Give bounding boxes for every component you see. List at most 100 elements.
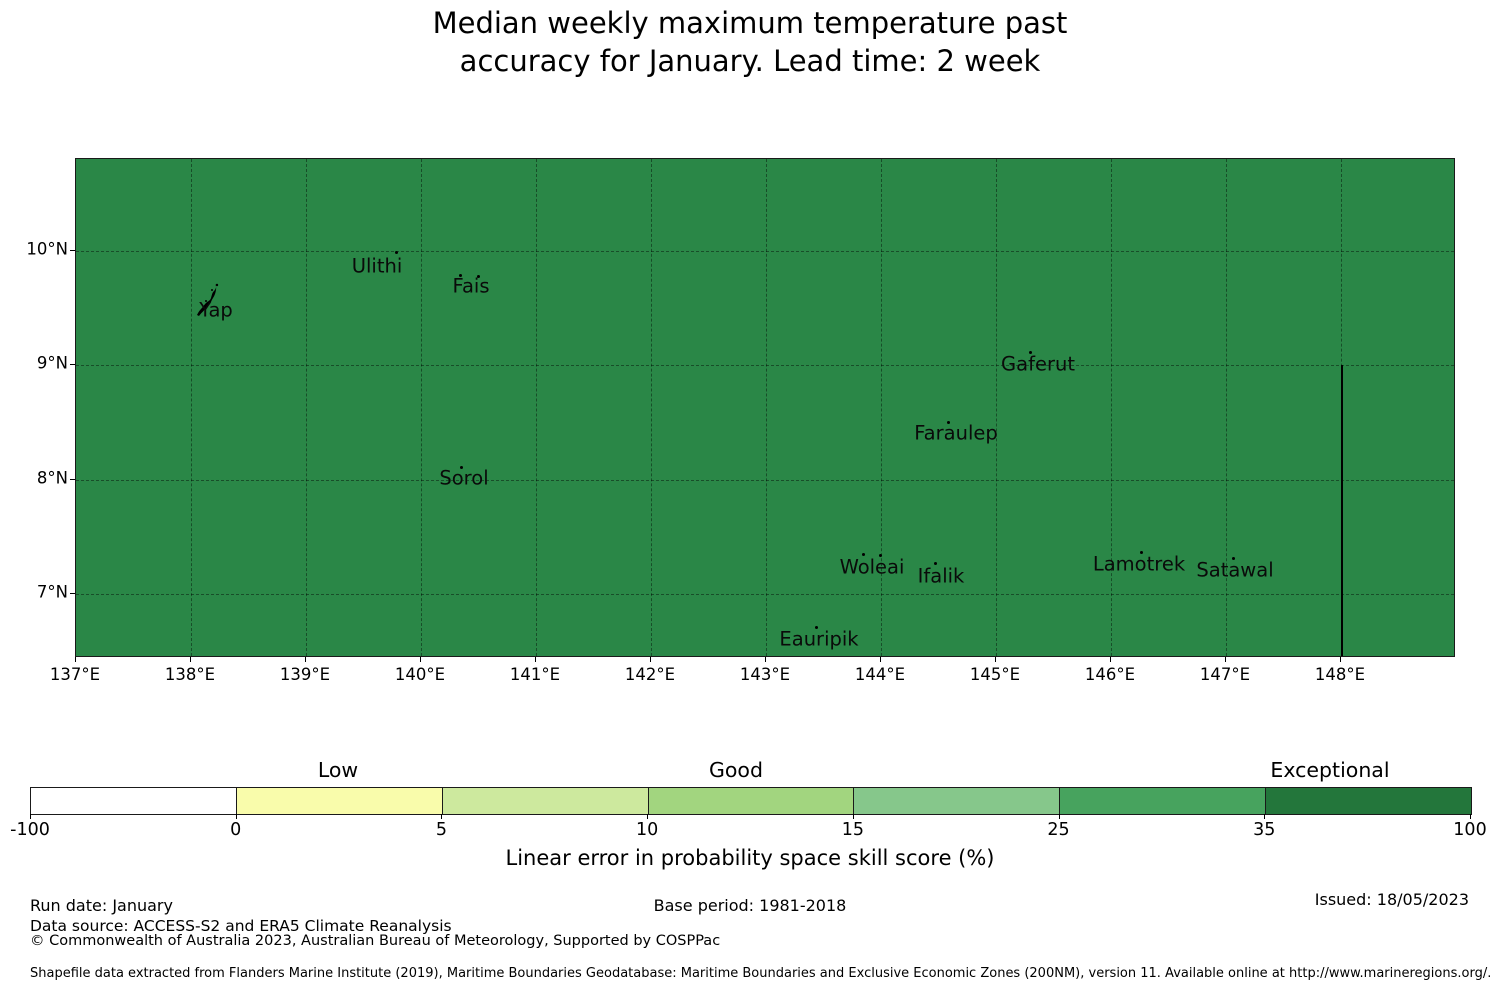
island-dot [1140,551,1143,554]
island-dot [947,421,950,424]
grid-line-vertical [881,159,882,656]
x-tick-mark [1110,657,1111,662]
grid-line-horizontal [76,251,1454,252]
island-dot [477,275,480,278]
colorbar-tick-mark [852,814,854,819]
eez-boundary-line [1341,365,1343,656]
island-label: Ulithi [351,254,403,278]
colorbar-segment [1265,788,1472,814]
x-tick-label: 138°E [164,665,216,684]
y-tick-mark [70,364,75,365]
grid-line-horizontal [76,594,1454,595]
figure-title-line1: Median weekly maximum temperature past [432,6,1068,40]
colorbar-tick-mark [647,814,649,819]
figure-title-line2: accuracy for January. Lead time: 2 week [459,44,1041,78]
island-label: Lamotrek [1092,552,1186,576]
island-dot [459,274,462,277]
x-tick-mark [1225,657,1226,662]
y-tick-label: 8°N [36,468,68,488]
colorbar-category-label: Exceptional [1270,758,1390,782]
x-tick-label: 145°E [969,665,1021,684]
colorbar-segment [441,788,648,814]
x-tick-mark [190,657,191,662]
colorbar-segment [235,788,442,814]
x-tick-mark [75,657,76,662]
grid-line-vertical [996,159,997,656]
footer-copyright: © Commonwealth of Australia 2023, Austra… [30,933,721,949]
island-dot [815,626,818,629]
island-dot [395,251,398,254]
y-tick-mark [70,479,75,480]
x-tick-label: 143°E [739,665,791,684]
island-dot [460,466,463,469]
colorbar-tick-label: -100 [10,820,50,840]
island-label: Ifalik [917,564,965,588]
x-tick-mark [765,657,766,662]
x-tick-mark [305,657,306,662]
island-label: Faraulep [914,421,998,445]
footer-shapefile-attribution: Shapefile data extracted from Flanders M… [30,966,1492,981]
yap-island-shape [197,283,219,316]
footer-run-date: Run date: January [30,896,173,915]
colorbar-segment [853,788,1060,814]
x-tick-label: 140°E [394,665,446,684]
colorbar-tick-mark [441,814,443,819]
colorbar-category-label: Good [709,758,763,782]
island-label: Woleai [839,555,905,579]
x-tick-label: 148°E [1314,665,1366,684]
y-tick-label: 7°N [36,582,68,602]
colorbar-tick-mark [235,814,237,819]
island-label: Sorol [439,466,489,490]
colorbar-segment [31,788,236,814]
colorbar-tick-label: 5 [435,820,447,840]
island-dot [862,553,865,556]
island-label: Satawal [1196,558,1274,582]
grid-line-vertical [306,159,307,656]
island-label: Gaferut [1001,352,1075,376]
island-label: Yap [199,298,233,322]
island-label: Fais [452,274,490,298]
x-tick-label: 139°E [279,665,331,684]
island-label: Eauripik [779,627,859,651]
x-tick-mark [535,657,536,662]
colorbar-tick-label: 15 [841,820,864,840]
x-tick-mark [1340,657,1341,662]
colorbar-axis-label: Linear error in probability space skill … [505,846,995,870]
colorbar-tick-mark [30,814,31,819]
colorbar-tick-label: 0 [230,820,242,840]
island-dot [1029,351,1032,354]
x-tick-mark [650,657,651,662]
colorbar-tick-label: 25 [1047,820,1070,840]
grid-line-vertical [536,159,537,656]
colorbar-tick-label: 100 [1453,820,1487,840]
island-dot [879,554,882,557]
map-plot: Yap Ulithi Fais Sorol Gaferut Faraulep Woleai I… [75,158,1455,657]
colorbar-tick-mark [1058,814,1060,819]
x-tick-label: 147°E [1199,665,1251,684]
y-tick-mark [70,593,75,594]
figure-title: Median weekly maximum temperature past a… [0,4,1500,80]
y-tick-label: 9°N [36,353,68,373]
colorbar-category-label: Low [317,758,359,782]
island-dot [934,562,937,565]
x-tick-mark [995,657,996,662]
x-tick-label: 144°E [854,665,906,684]
colorbar-tick-mark [1264,814,1266,819]
y-tick-label: 10°N [26,239,68,259]
colorbar-segment [1059,788,1266,814]
x-tick-label: 146°E [1084,665,1136,684]
y-tick-mark [70,250,75,251]
footer-data-source: Data source: ACCESS-S2 and ERA5 Climate … [30,917,452,935]
grid-line-horizontal [76,480,1454,481]
grid-line-vertical [421,159,422,656]
x-tick-label: 137°E [49,665,101,684]
grid-line-vertical [1111,159,1112,656]
x-tick-label: 142°E [624,665,676,684]
x-tick-label: 141°E [509,665,561,684]
footer-base-period: Base period: 1981-2018 [653,896,847,915]
grid-line-horizontal [76,365,1454,366]
grid-line-vertical [766,159,767,656]
colorbar [30,787,1472,815]
colorbar-tick-label: 35 [1253,820,1276,840]
